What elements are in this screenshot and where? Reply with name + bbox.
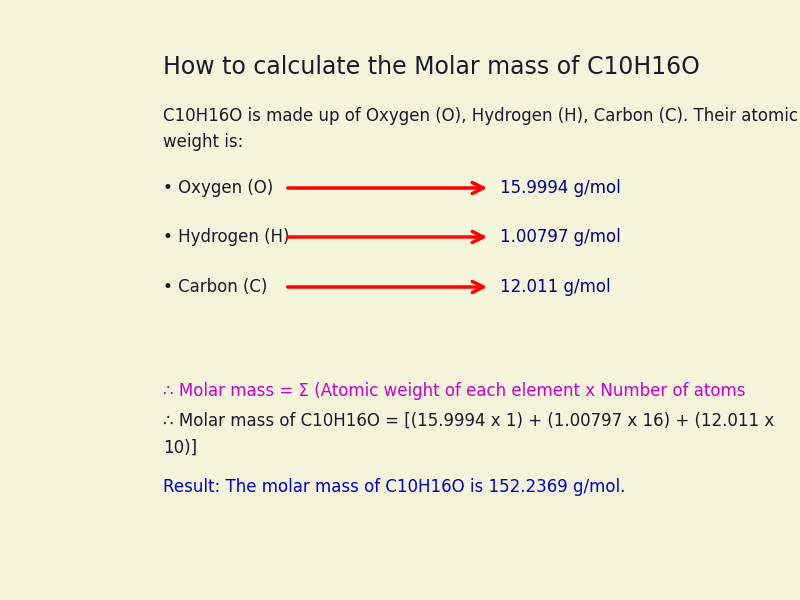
Text: • Carbon (C): • Carbon (C) bbox=[163, 278, 267, 296]
Text: Result: The molar mass of C10H16O is 152.2369 g/mol.: Result: The molar mass of C10H16O is 152… bbox=[163, 478, 626, 496]
Text: 1.00797 g/mol: 1.00797 g/mol bbox=[500, 228, 621, 246]
Text: How to calculate the Molar mass of C10H16O: How to calculate the Molar mass of C10H1… bbox=[163, 55, 700, 79]
Text: • Hydrogen (H): • Hydrogen (H) bbox=[163, 228, 290, 246]
Text: 15.9994 g/mol: 15.9994 g/mol bbox=[500, 179, 621, 197]
Text: ∴ Molar mass = Σ (Atomic weight of each element x Number of atoms: ∴ Molar mass = Σ (Atomic weight of each … bbox=[163, 382, 746, 400]
Text: • Oxygen (O): • Oxygen (O) bbox=[163, 179, 274, 197]
Text: ∴ Molar mass of C10H16O = [(15.9994 x 1) + (1.00797 x 16) + (12.011 x
10)]: ∴ Molar mass of C10H16O = [(15.9994 x 1)… bbox=[163, 412, 774, 457]
Text: 12.011 g/mol: 12.011 g/mol bbox=[500, 278, 610, 296]
Text: C10H16O is made up of Oxygen (O), Hydrogen (H), Carbon (C). Their atomic
weight : C10H16O is made up of Oxygen (O), Hydrog… bbox=[163, 107, 798, 151]
